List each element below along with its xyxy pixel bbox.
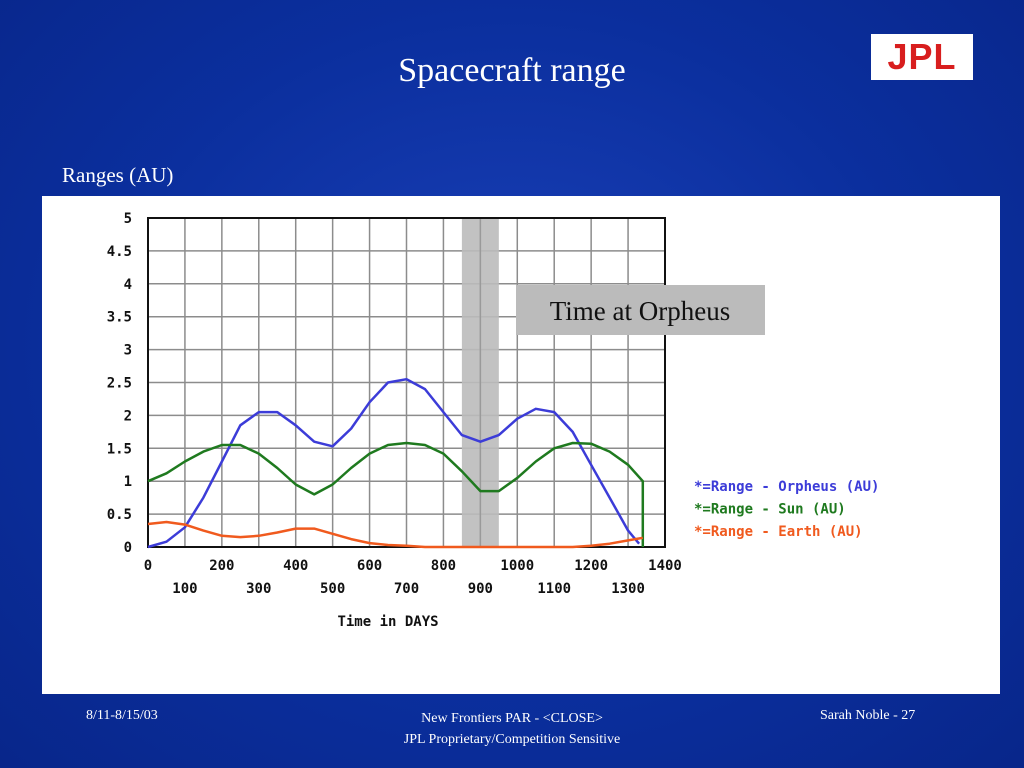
footer-center: New Frontiers PAR - <CLOSE> JPL Propriet… <box>0 708 1024 750</box>
y-tick-label: 4 <box>124 277 132 293</box>
y-tick-label: 3.5 <box>107 310 132 326</box>
x-tick-label: 100 <box>172 581 197 597</box>
x-tick-label: 700 <box>394 581 419 597</box>
x-tick-label: 300 <box>246 581 271 597</box>
footer-date: 8/11-8/15/03 <box>86 708 158 723</box>
x-tick-label: 1200 <box>574 558 608 574</box>
legend-entry-0: *=Range - Orpheus (AU) <box>694 479 879 495</box>
range-chart: 0 0.5 1 1.5 2 2.5 3 3.5 4 4.5 5 0 200 400 600 800 1000 12… <box>107 211 880 630</box>
x-tick-label: 900 <box>468 581 493 597</box>
slide-title: Spacecraft range <box>398 52 626 89</box>
x-tick-label: 600 <box>357 558 382 574</box>
series-line-2 <box>147 520 644 549</box>
x-tick-label: 1300 <box>611 581 645 597</box>
x-tick-label: 400 <box>283 558 308 574</box>
x-tick-label: 1000 <box>500 558 534 574</box>
y-tick-label: 5 <box>124 211 132 227</box>
chart-panel: 0 0.5 1 1.5 2 2.5 3 3.5 4 4.5 5 0 200 400 600 800 1000 12… <box>42 196 1000 694</box>
x-tick-label: 200 <box>209 558 234 574</box>
y-tick-label: 4.5 <box>107 244 132 260</box>
series-line-1 <box>147 441 645 547</box>
orpheus-annotation-box <box>516 285 765 335</box>
x-tick-label: 1400 <box>648 558 682 574</box>
jpl-logo: JPL <box>871 34 973 80</box>
x-tick-label: 500 <box>320 581 345 597</box>
y-tick-label: 0.5 <box>107 507 132 523</box>
series-line-0 <box>147 377 641 549</box>
footer-center-line1: New Frontiers PAR - <CLOSE> <box>421 711 603 726</box>
x-tick-label: 0 <box>144 558 152 574</box>
ranges-label: Ranges (AU) <box>62 163 174 187</box>
y-tick-label: 1 <box>124 474 132 490</box>
plot-frame <box>147 217 666 548</box>
y-tick-label: 0 <box>124 540 132 556</box>
footer-center-line2: JPL Proprietary/Competition Sensitive <box>403 732 621 747</box>
jpl-logo-text: JPL <box>887 36 957 77</box>
legend-entry-1: *=Range - Sun (AU) <box>694 502 846 518</box>
y-tick-label: 2 <box>124 408 132 424</box>
x-tick-label: 1100 <box>537 581 571 597</box>
footer-page: Sarah Noble - 27 <box>820 708 916 723</box>
x-axis-label: Time in DAYS <box>337 614 438 630</box>
y-tick-label: 1.5 <box>107 441 132 457</box>
x-tick-label: 800 <box>431 558 456 574</box>
orpheus-annotation-label: Time at Orpheus <box>550 296 731 326</box>
y-tick-label: 3 <box>124 343 132 359</box>
legend-entry-2: *=Range - Earth (AU) <box>694 524 863 540</box>
y-tick-label: 2.5 <box>107 376 132 392</box>
